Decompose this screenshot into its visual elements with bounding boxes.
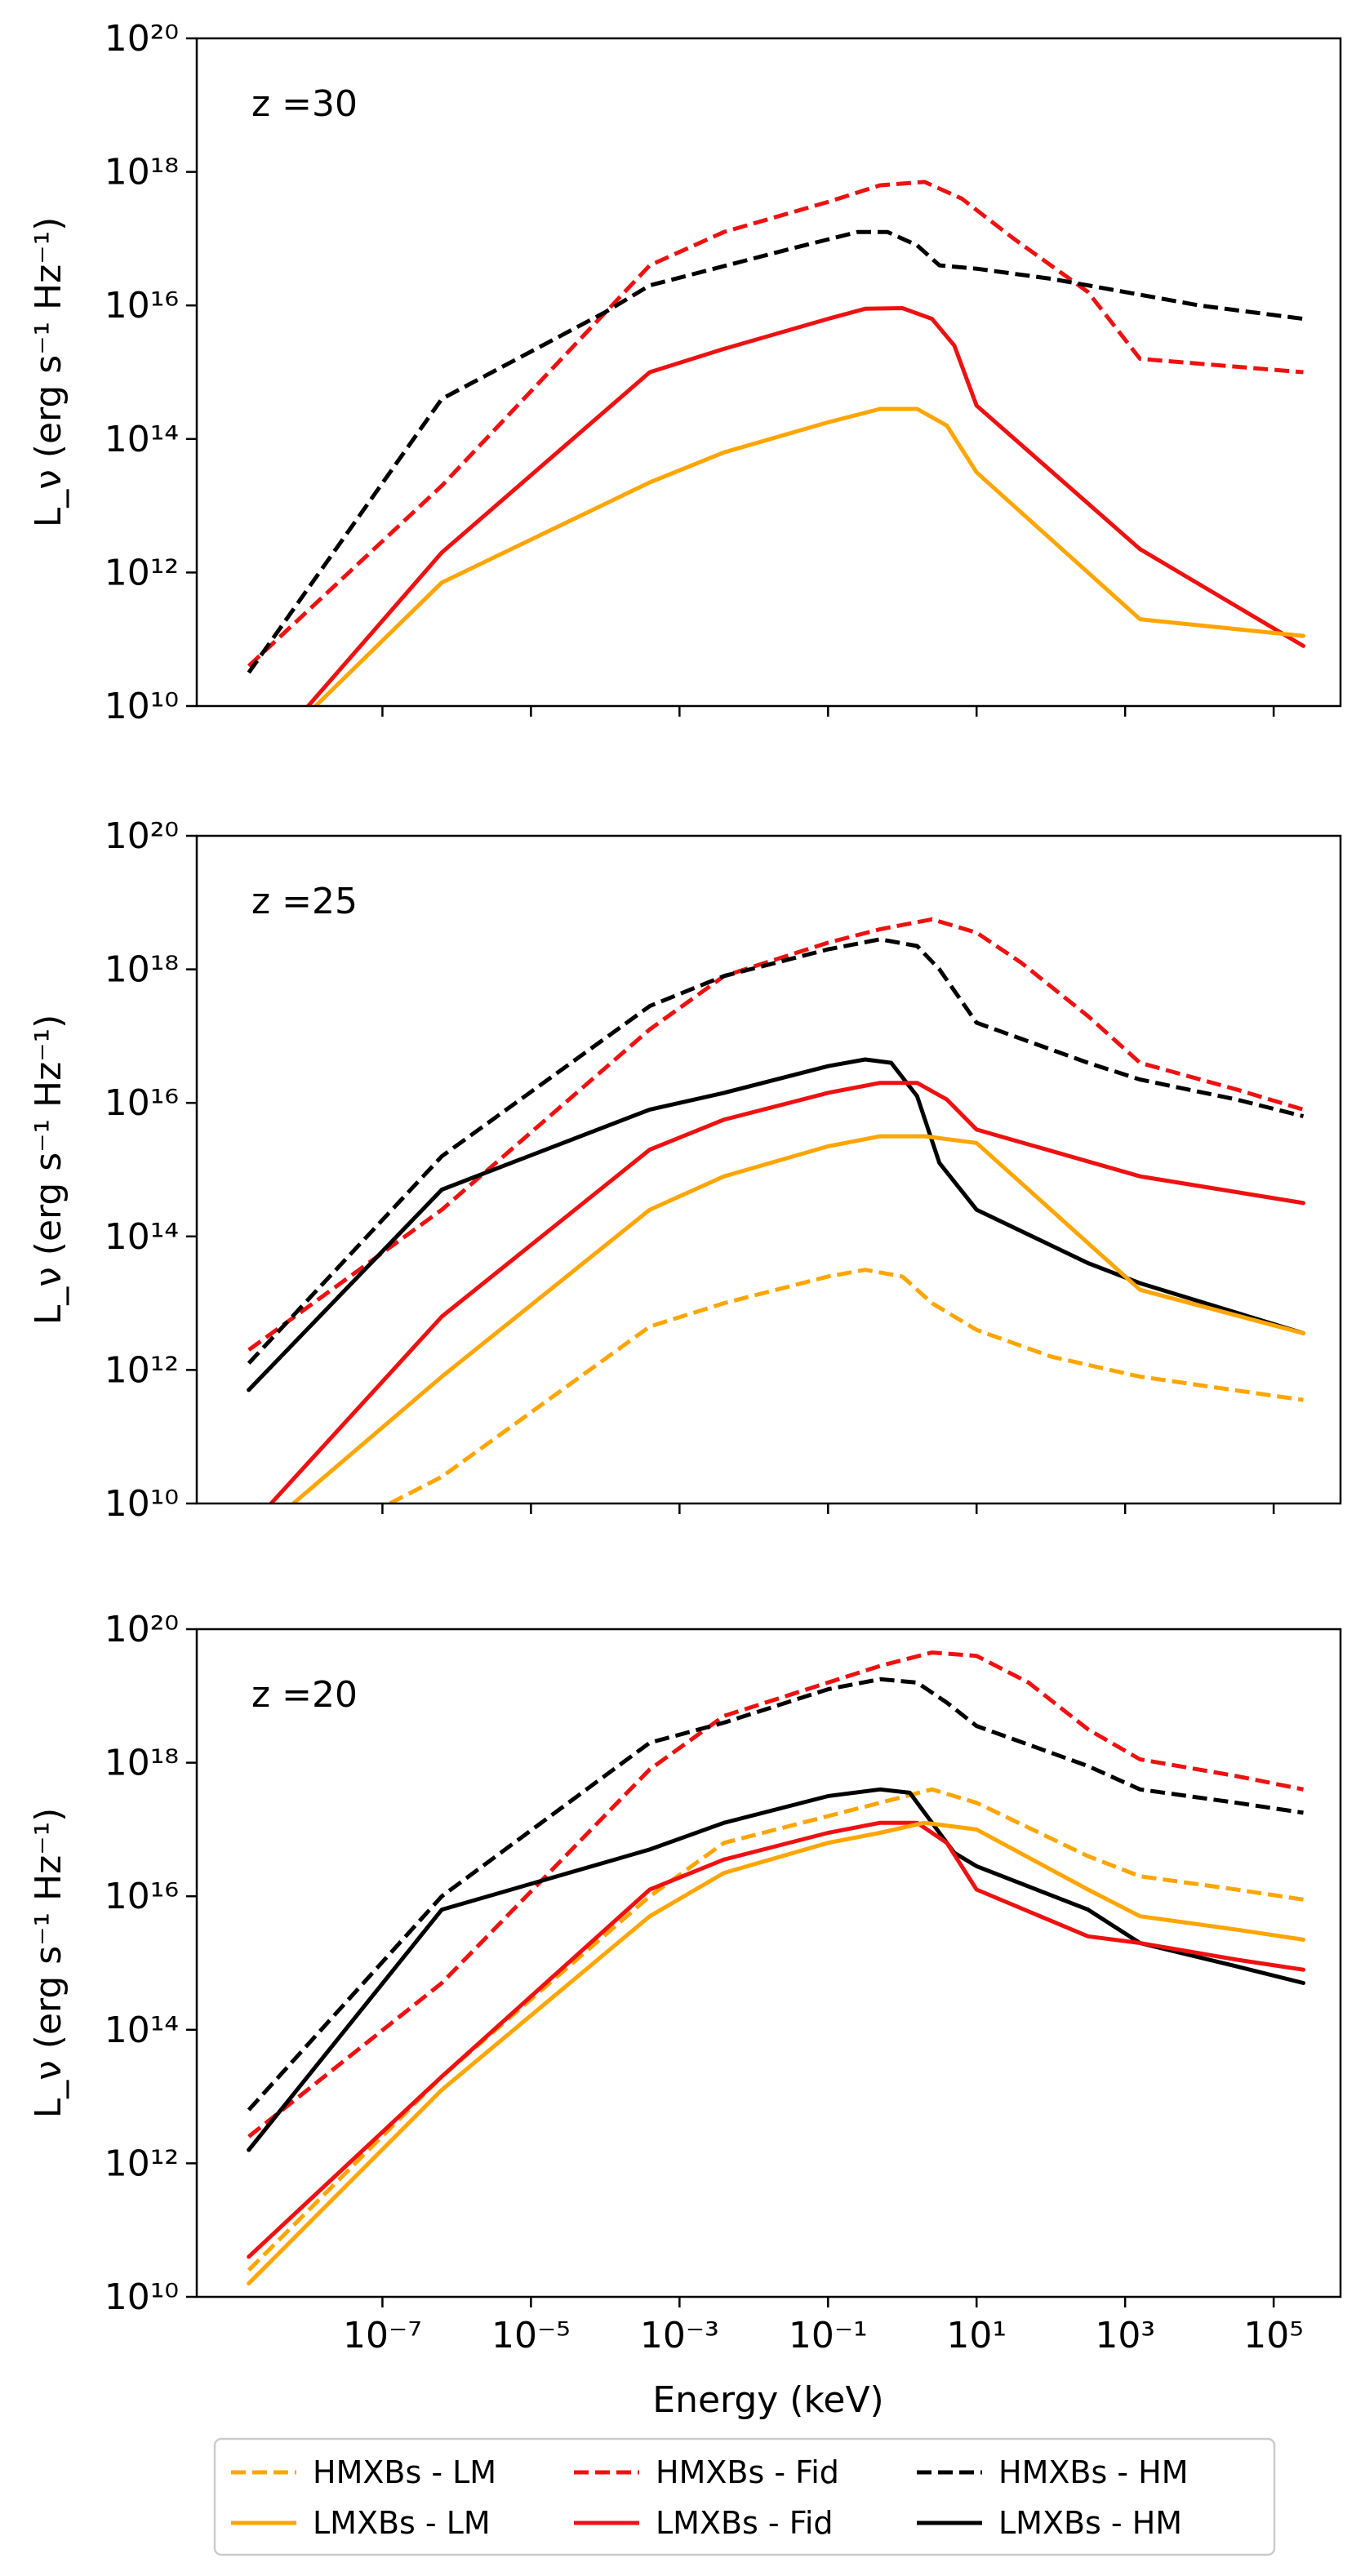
axes-frame — [195, 37, 1342, 708]
series-hmxbs-fid — [247, 1650, 1304, 2139]
chart-panels: 10¹⁰ 10¹² 10¹⁴ 10¹⁶ 10¹⁸ 10²⁰ z =30 L_ν (erg s⁻… — [28, 18, 1342, 2356]
series-lmxbs-hm — [247, 1057, 1305, 1392]
panel-3: 10¹⁰ 10¹² 10¹⁴ 10¹⁶ 10¹⁸ 10²⁰ 10⁻⁷ 10⁻⁵ 10⁻³ 10⁻¹… — [28, 1609, 1342, 2356]
x-tick-label: 10⁻⁵ — [491, 2315, 571, 2356]
legend-label: LMXBs - LM — [313, 2505, 491, 2541]
y-axis-title: L_ν (erg s⁻¹ Hz⁻¹) — [28, 1015, 69, 1326]
legend-label: LMXBs - Fid — [656, 2505, 834, 2541]
y-tick-label: 10¹⁰ — [104, 1483, 179, 1525]
y-tick-label: 10²⁰ — [104, 815, 179, 857]
y-tick-label: 10¹⁸ — [104, 949, 179, 991]
x-axis-title: Energy (keV) — [652, 2379, 883, 2421]
series-lmxbs-fid — [306, 306, 1305, 706]
x-tick-label: 10⁻⁷ — [343, 2315, 422, 2356]
y-axis-title: L_ν (erg s⁻¹ Hz⁻¹) — [28, 1808, 69, 2119]
y-tick-label: 10¹⁴ — [104, 2010, 179, 2051]
y-tick-label: 10²⁰ — [104, 18, 179, 60]
series-hmxbs-lm — [247, 1787, 1304, 2272]
legend-label: HMXBs - HM — [998, 2454, 1189, 2490]
y-tick-label: 10¹⁶ — [104, 1876, 179, 1917]
x-tick-label: 10³ — [1095, 2315, 1155, 2356]
y-tick-label: 10¹⁸ — [104, 152, 179, 193]
panel-2: 10¹⁰ 10¹² 10¹⁴ 10¹⁶ 10¹⁸ 10²⁰ z =25 L_ν (erg s⁻… — [28, 815, 1342, 1525]
series-lmxbs-fid — [269, 1081, 1305, 1503]
panel-label: z =25 — [251, 881, 358, 922]
y-tick-label: 10¹⁴ — [104, 1216, 179, 1258]
y-tick-label: 10¹² — [104, 1349, 179, 1391]
y-tick-label: 10¹⁶ — [104, 285, 179, 326]
x-tick-label: 10⁻¹ — [789, 2315, 868, 2356]
y-tick-label: 10¹⁰ — [104, 686, 179, 727]
series-lmxbs-hm — [247, 1787, 1305, 2152]
series-hmxbs-hm — [247, 937, 1305, 1365]
legend: HMXBs - LM LMXBs - LM HMXBs - Fid LMXBs - F… — [213, 2437, 1276, 2556]
series-hmxbs-fid — [247, 917, 1305, 1352]
y-axis-title: L_ν (erg s⁻¹ Hz⁻¹) — [28, 217, 69, 528]
series-hmxbs-hm — [247, 229, 1304, 674]
y-tick-label: 10¹⁶ — [104, 1082, 179, 1124]
panel-label: z =30 — [251, 83, 358, 125]
y-tick-label: 10¹² — [104, 552, 179, 593]
series-hmxbs-hm — [247, 1677, 1304, 2112]
axes-frame — [195, 834, 1342, 1505]
y-tick-label: 10¹⁰ — [104, 2276, 179, 2318]
panel-label: z =20 — [251, 1674, 358, 1716]
y-tick-label: 10¹⁴ — [104, 419, 179, 460]
axes-frame — [195, 1628, 1342, 2298]
series-hmxbs-fid — [247, 180, 1304, 668]
legend-box — [213, 2437, 1276, 2556]
x-tick-label: 10¹ — [946, 2315, 1007, 2356]
legend-label: HMXBs - LM — [313, 2454, 496, 2490]
x-tick-label: 10⁵ — [1243, 2315, 1304, 2356]
panel-1: 10¹⁰ 10¹² 10¹⁴ 10¹⁶ 10¹⁸ 10²⁰ z =30 L_ν (erg s⁻… — [28, 18, 1342, 727]
legend-label: LMXBs - HM — [998, 2505, 1182, 2541]
y-tick-label: 10²⁰ — [104, 1609, 179, 1650]
series-lmxbs-lm — [313, 406, 1305, 706]
series-lmxbs-lm — [291, 1134, 1305, 1503]
series-lmxbs-lm — [247, 1820, 1305, 2286]
legend-label: HMXBs - Fid — [656, 2454, 839, 2490]
series-hmxbs-lm — [389, 1268, 1304, 1503]
y-tick-label: 10¹² — [104, 2143, 179, 2184]
y-tick-label: 10¹⁸ — [104, 1743, 179, 1784]
x-tick-label: 10⁻³ — [640, 2315, 719, 2356]
